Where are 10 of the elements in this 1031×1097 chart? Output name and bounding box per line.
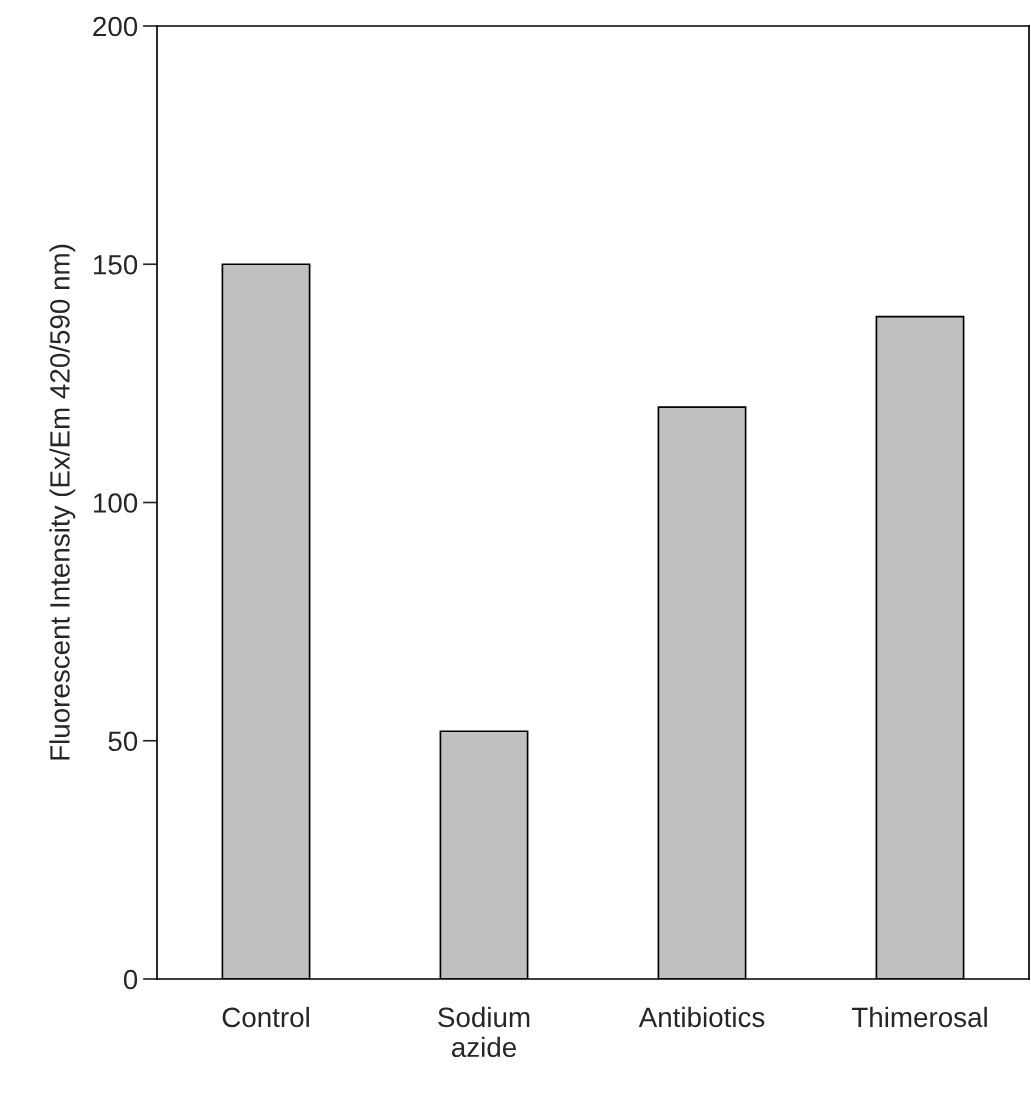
- y-tick-label: 50: [108, 731, 138, 752]
- x-tick-label: Thimerosal: [851, 1006, 987, 1028]
- y-tick-label: 200: [93, 16, 138, 37]
- x-tick-label: Antibiotics: [638, 1006, 765, 1028]
- y-axis-title: Fluorescent Intensity (Ex/Em 420/590 nm): [49, 244, 76, 760]
- y-tick-label: 100: [94, 493, 138, 513]
- y-tick-label: 150: [94, 254, 138, 275]
- x-tick-label: Sodium azide: [438, 1006, 530, 1058]
- x-tick-label: Control: [222, 1006, 309, 1028]
- y-tick-label: 0: [123, 969, 138, 990]
